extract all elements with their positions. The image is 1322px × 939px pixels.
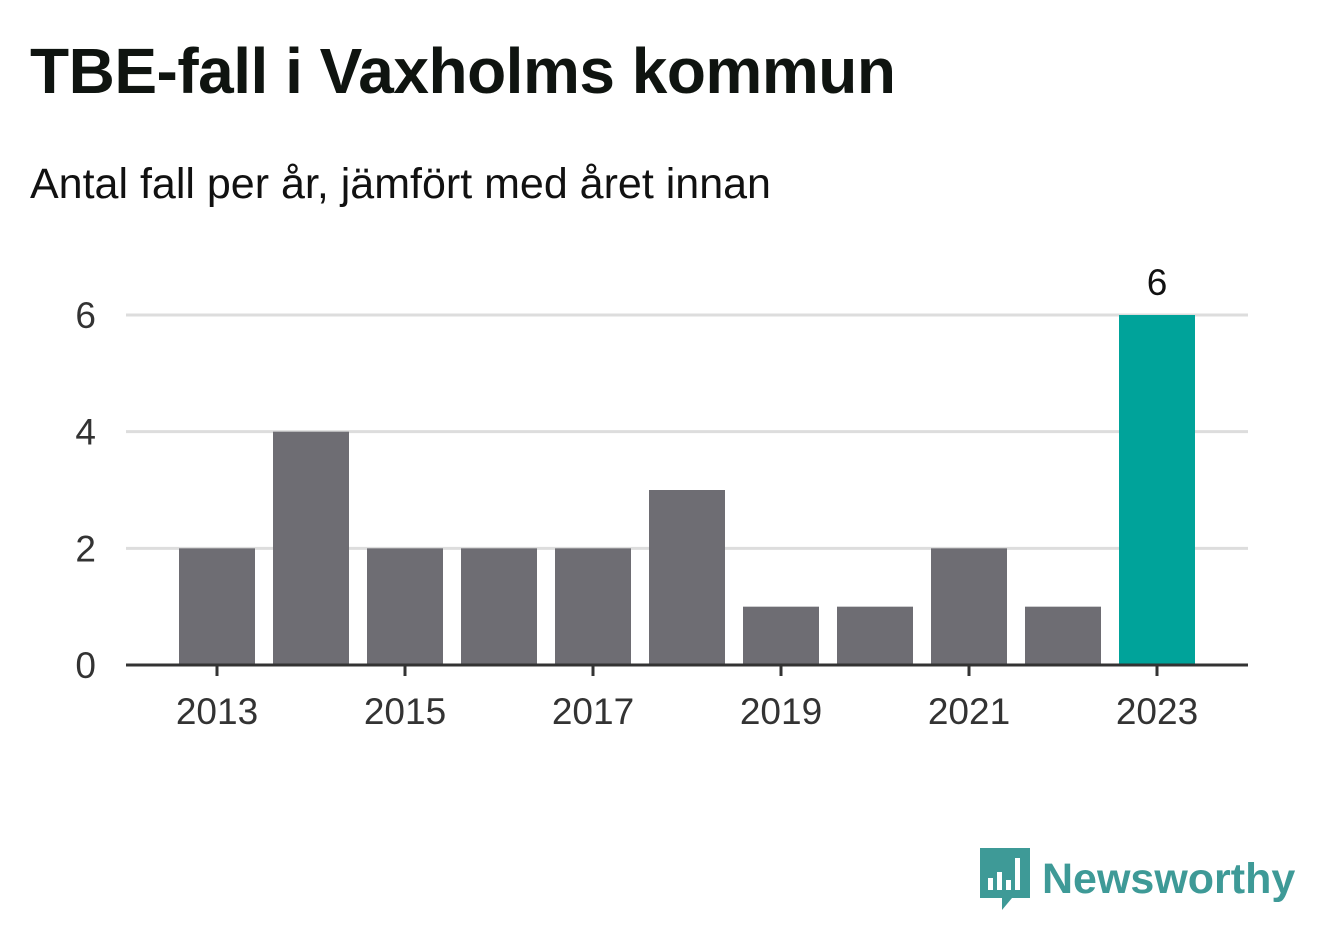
bar xyxy=(1119,315,1195,665)
y-tick-label: 6 xyxy=(75,295,96,336)
bar xyxy=(367,548,443,665)
bar xyxy=(649,490,725,665)
bar xyxy=(931,548,1007,665)
y-tick-label: 0 xyxy=(75,645,96,686)
bar xyxy=(1025,606,1101,665)
bar xyxy=(555,548,631,665)
x-tick-label: 2013 xyxy=(176,691,258,732)
y-tick-label: 2 xyxy=(75,528,96,569)
x-tick-label: 2023 xyxy=(1116,691,1198,732)
data-label: 6 xyxy=(1147,262,1168,303)
bar xyxy=(837,606,913,665)
x-tick-label: 2015 xyxy=(364,691,446,732)
bar xyxy=(461,548,537,665)
bar-chart-speech-bubble-icon xyxy=(980,848,1030,910)
newsworthy-logo: Newsworthy xyxy=(980,846,1295,912)
bar xyxy=(273,431,349,665)
x-tick-label: 2017 xyxy=(552,691,634,732)
brand-name: Newsworthy xyxy=(1042,854,1296,903)
bar xyxy=(179,548,255,665)
chart-title: TBE-fall i Vaxholms kommun xyxy=(30,35,896,107)
y-tick-label: 4 xyxy=(75,412,96,453)
chart-subtitle: Antal fall per år, jämfört med året inna… xyxy=(30,160,771,208)
bar xyxy=(743,606,819,665)
x-tick-label: 2021 xyxy=(928,691,1010,732)
x-tick-label: 2019 xyxy=(740,691,822,732)
